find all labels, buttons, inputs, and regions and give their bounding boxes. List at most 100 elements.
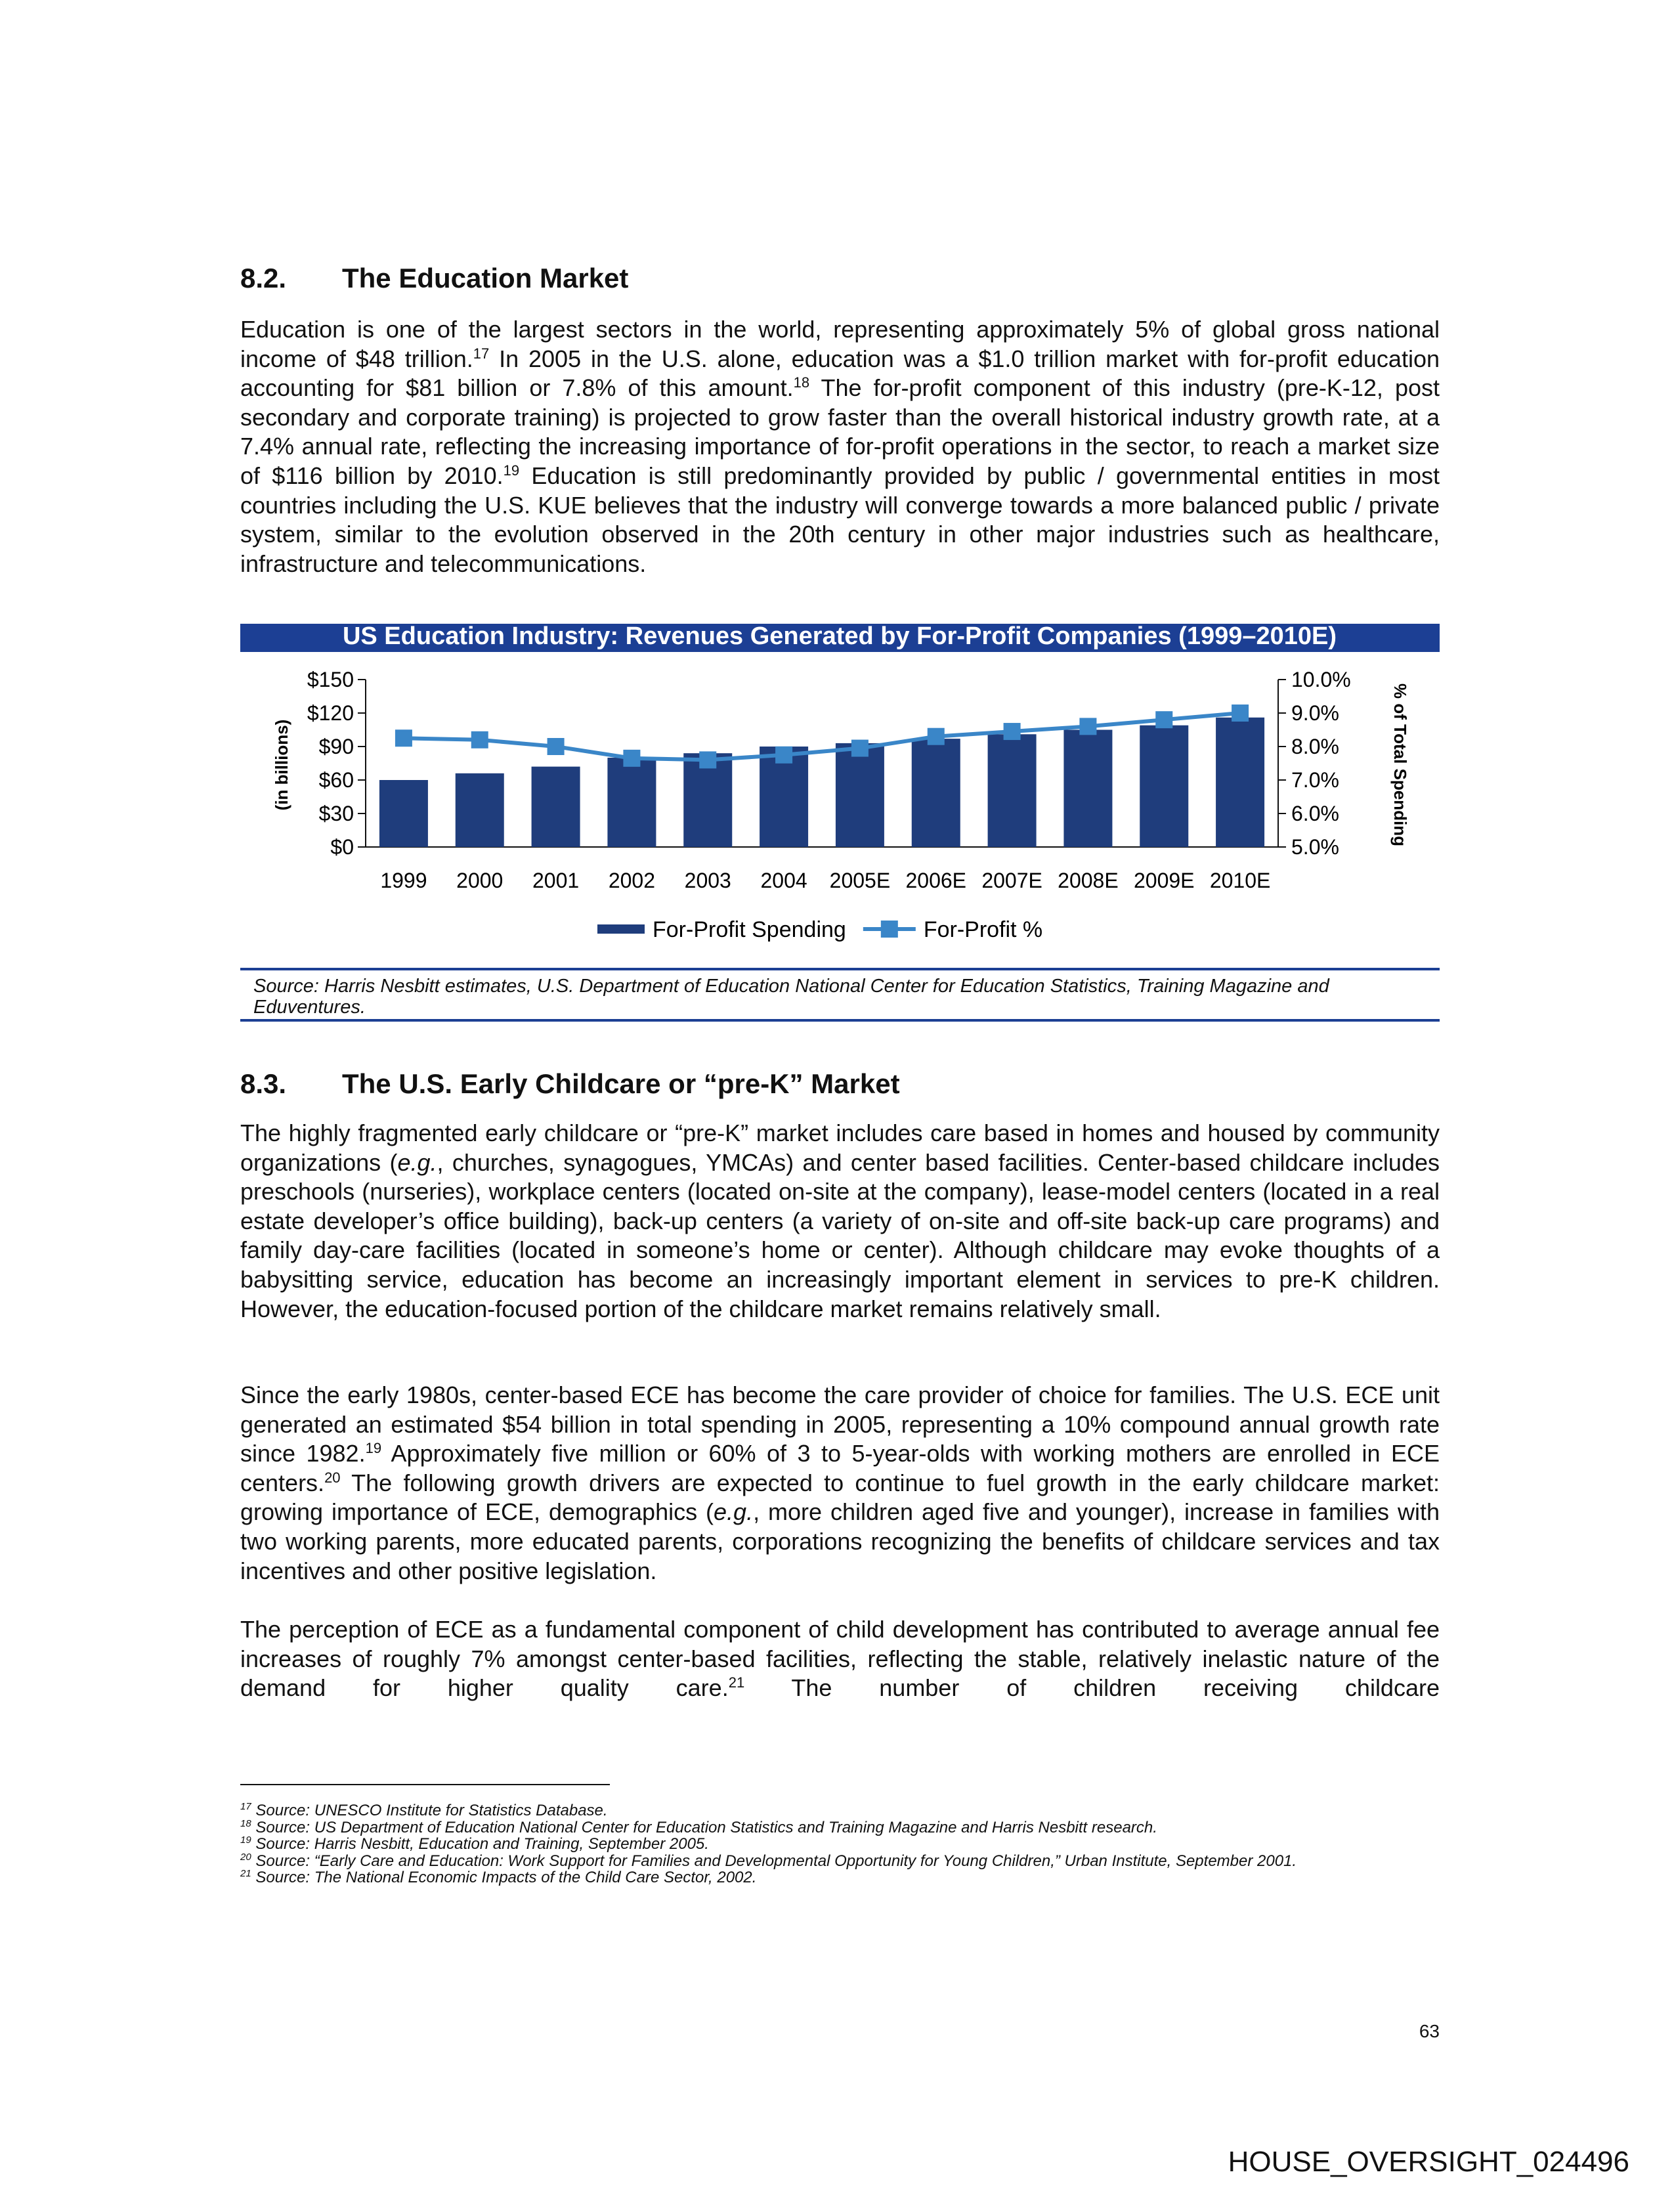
y-tick-label: $150 — [307, 668, 354, 691]
x-tick-label: 2010E — [1210, 869, 1271, 892]
footnote-ref: 20 — [324, 1469, 341, 1486]
bates-number: HOUSE_OVERSIGHT_024496 — [1228, 2146, 1629, 2178]
legend-swatch — [880, 921, 898, 938]
marker — [1003, 723, 1021, 741]
marker — [699, 751, 717, 769]
footnote-ref: 19 — [503, 462, 520, 479]
legend-label: For-Profit Spending — [653, 917, 846, 942]
y2-tick-label: 5.0% — [1291, 835, 1339, 859]
marker — [775, 746, 793, 764]
footnote-text: Source: “Early Care and Education: Work … — [255, 1852, 1297, 1870]
y2-tick-label: 10.0% — [1291, 668, 1351, 691]
marker — [547, 738, 565, 755]
x-tick-label: 2001 — [532, 869, 579, 892]
bar — [987, 734, 1037, 847]
footnote-ref: 19 — [365, 1440, 382, 1457]
legend-swatch — [597, 924, 645, 934]
bar — [1063, 729, 1113, 847]
footnote-rule — [240, 1784, 610, 1785]
section-title: The Education Market — [342, 263, 629, 293]
marker — [623, 749, 641, 767]
footnote: 17 Source: UNESCO Institute for Statisti… — [240, 1802, 1422, 1819]
bar — [455, 773, 504, 847]
paragraph: The perception of ECE as a fundamental c… — [240, 1615, 1440, 1703]
y-axis-label: (in billions) — [272, 720, 291, 811]
footnotes: 17 Source: UNESCO Institute for Statisti… — [240, 1802, 1422, 1886]
section-heading: 8.2. The Education Market — [240, 263, 628, 294]
text-run: , churches, synagogues, YMCAs) and cente… — [240, 1148, 1440, 1322]
footnote-text: Source: US Department of Education Natio… — [255, 1818, 1157, 1836]
chart-title: US Education Industry: Revenues Generate… — [343, 624, 1337, 650]
footnote-ref: 18 — [793, 374, 810, 391]
text-run: The for-profit component of this industr… — [240, 374, 1440, 489]
section-title: The U.S. Early Childcare or “pre-K” Mark… — [342, 1068, 900, 1099]
footnote-number: 17 — [240, 1801, 251, 1812]
chart-source: Source: Harris Nesbitt estimates, U.S. D… — [253, 976, 1329, 1018]
x-tick-label: 2007E — [981, 869, 1042, 892]
bar — [835, 743, 884, 847]
text-run: The number of children receiving childca… — [744, 1674, 1440, 1702]
y2-axis-label: % of Total Spending — [1390, 683, 1410, 846]
footnote-number: 20 — [240, 1851, 251, 1863]
footnote-number: 19 — [240, 1834, 251, 1846]
text-run: Since the early 1980s, center-based ECE … — [240, 1381, 1440, 1467]
line — [403, 711, 1241, 762]
y-tick-label: $120 — [307, 701, 354, 725]
footnote: 21 Source: The National Economic Impacts… — [240, 1869, 1422, 1886]
marker — [395, 729, 412, 747]
bar — [379, 780, 428, 847]
bar — [1216, 717, 1265, 847]
text-run: In 2005 in the U.S. alone, education was… — [240, 345, 1440, 402]
y2-tick-label: 7.0% — [1291, 768, 1339, 792]
bar — [911, 739, 960, 847]
text-run: Approximately five million or 60% of 3 t… — [240, 1440, 1440, 1496]
y-tick-label: $30 — [319, 802, 354, 825]
bar — [683, 753, 733, 847]
y2-tick-label: 8.0% — [1291, 735, 1339, 758]
legend-label: For-Profit % — [924, 917, 1042, 942]
text-run: , more children aged five and younger), … — [240, 1498, 1440, 1584]
x-tick-label: 1999 — [380, 869, 427, 892]
y-tick-label: $0 — [330, 835, 354, 859]
paragraph: Since the early 1980s, center-based ECE … — [240, 1381, 1440, 1586]
footnote-number: 21 — [240, 1868, 251, 1879]
paragraph: The highly fragmented early childcare or… — [240, 1119, 1440, 1324]
x-tick-label: 2002 — [609, 869, 655, 892]
footnote-text: Source: The National Economic Impacts of… — [255, 1869, 757, 1886]
text-run: Education is one of the largest sectors … — [240, 316, 1440, 372]
marker — [1155, 711, 1173, 729]
y-tick-label: $60 — [319, 768, 354, 792]
footnote-ref: 21 — [728, 1674, 745, 1691]
x-tick-label: 2000 — [456, 869, 503, 892]
marker — [851, 739, 869, 757]
y2-tick-label: 9.0% — [1291, 701, 1339, 725]
x-tick-label: 2006E — [905, 869, 966, 892]
emphasis: e.g. — [397, 1148, 437, 1176]
footnote-number: 18 — [240, 1817, 251, 1829]
marker — [471, 731, 488, 748]
text-run: Education is still predominantly provide… — [240, 462, 1440, 577]
text-run: The perception of ECE as a fundamental c… — [240, 1616, 1440, 1702]
x-tick-label: 2005E — [830, 869, 891, 892]
text-run: The highly fragmented early childcare or… — [240, 1119, 1440, 1176]
marker — [927, 727, 945, 745]
footnote: 20 Source: “Early Care and Education: Wo… — [240, 1851, 1422, 1870]
x-tick-label: 2004 — [760, 869, 807, 892]
bar — [607, 758, 656, 847]
y2-tick-label: 6.0% — [1291, 802, 1339, 825]
footnote-ref: 17 — [473, 345, 490, 362]
bar — [1140, 725, 1189, 847]
x-tick-label: 2009E — [1134, 869, 1195, 892]
section-heading: 8.3. The U.S. Early Childcare or “pre-K” … — [240, 1068, 900, 1100]
emphasis: e.g. — [714, 1498, 754, 1526]
footnote: 18 Source: US Department of Education Na… — [240, 1819, 1422, 1836]
x-tick-label: 2003 — [685, 869, 731, 892]
paragraph: Education is one of the largest sectors … — [240, 315, 1440, 578]
section-number: 8.2. — [240, 263, 287, 293]
section-number: 8.3. — [240, 1068, 287, 1099]
footnote-text: Source: UNESCO Institute for Statistics … — [255, 1802, 608, 1819]
chart-banner — [240, 624, 1440, 652]
text-run: The following growth drivers are expecte… — [240, 1469, 1440, 1526]
footnote-text: Source: Harris Nesbitt, Education and Tr… — [255, 1835, 709, 1853]
